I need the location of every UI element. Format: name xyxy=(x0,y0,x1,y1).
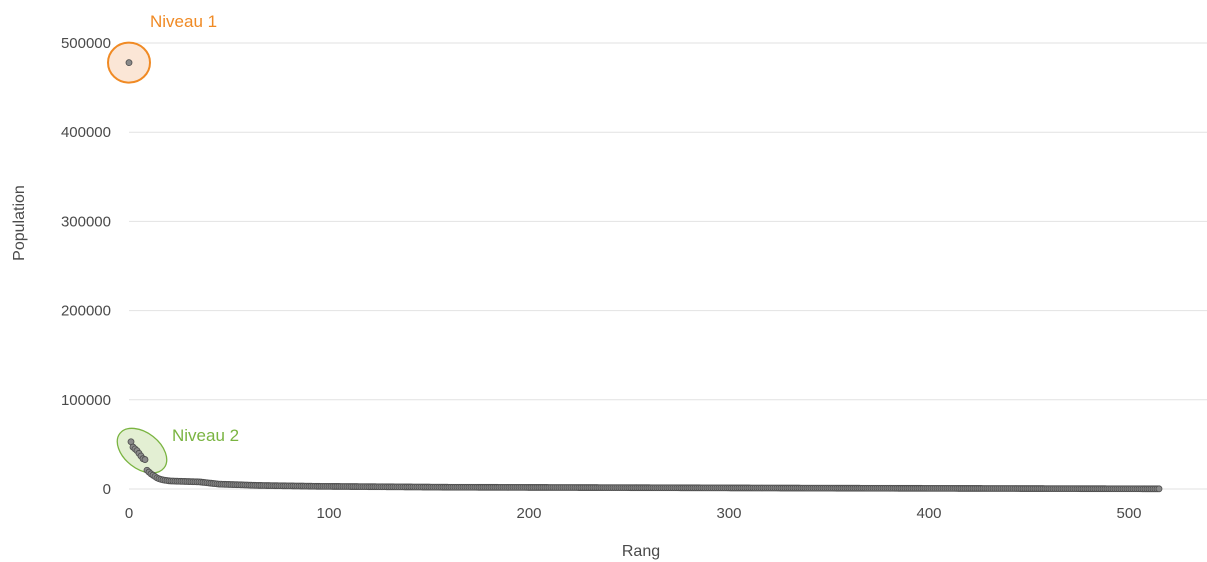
data-points xyxy=(125,59,1163,493)
annotation-label-niveau-2: Niveau 2 xyxy=(172,426,239,445)
annotation-labels: Niveau 1 Niveau 2 xyxy=(150,12,239,445)
x-tick-label: 400 xyxy=(916,505,941,522)
y-axis-ticks: 0 100000 200000 300000 400000 500000 xyxy=(61,35,111,498)
gridlines xyxy=(129,42,1207,490)
y-tick-label: 0 xyxy=(103,481,111,498)
annotation-label-niveau-1: Niveau 1 xyxy=(150,12,217,31)
data-point xyxy=(1155,485,1163,493)
x-tick-label: 500 xyxy=(1116,505,1141,522)
x-tick-label: 100 xyxy=(316,505,341,522)
x-axis-label: Rang xyxy=(622,543,660,560)
y-tick-label: 500000 xyxy=(61,35,111,52)
data-point xyxy=(141,456,149,463)
x-tick-label: 200 xyxy=(516,505,541,522)
x-tick-label: 300 xyxy=(716,505,741,522)
y-tick-label: 100000 xyxy=(61,392,111,409)
annotation-ellipse-niveau-2 xyxy=(116,427,168,474)
y-tick-label: 200000 xyxy=(61,303,111,320)
annotation-ellipses xyxy=(107,41,168,474)
data-point xyxy=(125,59,133,67)
y-tick-label: 400000 xyxy=(61,124,111,141)
y-axis-label: Population xyxy=(11,185,28,261)
x-tick-label: 0 xyxy=(125,505,133,522)
x-axis-ticks: 0 100 200 300 400 500 xyxy=(125,505,1142,522)
y-tick-label: 300000 xyxy=(61,213,111,230)
